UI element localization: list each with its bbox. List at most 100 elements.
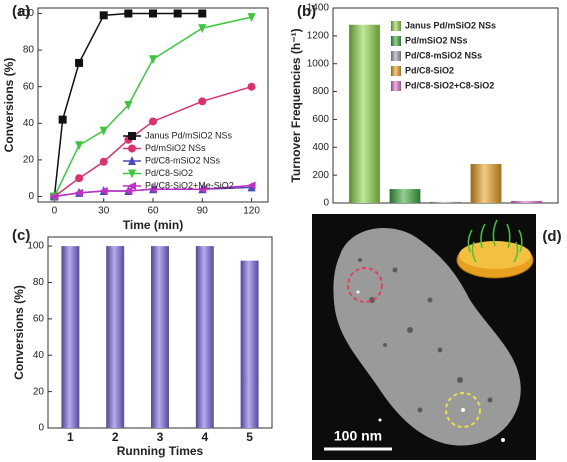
y-axis-title: Turnover Frequencies (h⁻¹) [289,28,303,182]
marker [99,126,108,136]
x-tick-label: 60 [147,206,159,217]
marker [149,117,157,126]
bar [389,189,421,203]
marker [49,192,59,201]
y-tick-label: 800 [312,86,329,97]
bar [195,246,214,428]
marker [75,174,84,183]
y-tick-label: 200 [312,170,329,181]
marker [124,9,133,18]
y-tick-label: 0 [38,423,44,434]
y-tick-label: 40 [33,350,45,361]
legend-label: Pd/C8-SiO2 [145,168,193,178]
inset-schematic [456,219,534,279]
marker [58,115,67,124]
panel-label: (a) [12,3,30,20]
legend-swatch [391,81,401,91]
legend-marker [127,182,136,190]
marker [173,9,182,18]
marker [75,141,84,151]
panel-label: (d) [542,228,561,245]
bar [106,246,125,428]
marker [99,11,108,20]
y-tick-label: 0 [28,191,34,202]
panel-label: (b) [297,3,316,20]
legend-label: Janus Pd/mSiO2 NSs [145,130,233,140]
legend-swatch [391,66,401,76]
y-tick-label: 1000 [307,58,330,69]
legend-label: Pd/mSiO2 NSs [405,35,468,45]
legend-label: Pd/C8-SiO2+Me-SiO2 [145,180,234,190]
marker [98,187,108,196]
legend-marker [128,144,136,153]
x-tick-label: 1 [67,430,74,444]
legend-marker [128,156,136,165]
bar [511,200,542,203]
legend-label: Pd/C8-SiO2 [405,65,454,75]
y-tick-label: 20 [33,386,45,397]
marker [247,13,256,23]
bar [61,246,80,428]
highlight-circle [445,392,481,428]
legend-marker [128,169,136,179]
y-tick-label: 0 [323,198,329,209]
legend-label: Pd/C8-mSiO2 NSs [145,155,221,165]
y-tick-label: 20 [23,155,35,166]
marker [149,55,157,65]
y-axis-title: Conversions (%) [12,285,26,380]
marker [246,181,256,190]
marker [74,188,84,197]
marker [197,185,207,194]
legend-label: Janus Pd/mSiO2 NSs [405,20,496,30]
y-axis-title: Conversions (%) [2,58,16,153]
marker [149,9,157,18]
legend-label: Pd/C8-mSiO2 NSs [405,50,482,60]
y-tick-label: 100 [17,8,34,19]
x-tick-label: 2 [112,430,119,444]
x-tick-label: 120 [243,206,260,217]
bar [349,24,380,204]
bar [430,201,461,203]
y-tick-label: 80 [33,277,45,288]
marker [123,187,133,196]
highlight-circle [347,267,383,303]
legend-swatch [391,51,401,61]
x-axis-title: Time (min) [123,218,183,232]
y-tick-label: 60 [33,313,45,324]
x-tick-label: 4 [201,430,208,444]
marker [148,185,157,194]
x-tick-label: 0 [52,206,58,217]
marker [198,97,207,106]
marker [124,101,133,110]
bar [151,246,169,428]
y-tick-label: 80 [23,45,35,56]
marker [247,82,256,91]
series-line [53,12,203,197]
x-axis-title: Running Times [117,444,204,458]
y-tick-label: 400 [312,142,329,153]
tem-image: 100 nm [312,214,536,460]
legend-label: Pd/C8-SiO2+C8-SiO2 [405,80,494,90]
legend-label: Pd/mSiO2 NSs [145,143,206,153]
legend-marker [128,132,136,140]
legend-swatch [391,36,401,46]
y-tick-label: 1400 [307,3,330,14]
marker [99,157,108,166]
marker [198,9,207,18]
bar [240,260,259,428]
nanoparticles [356,290,505,442]
panel-label: (c) [12,227,30,244]
legend-swatch [391,21,401,31]
marker [75,58,84,67]
y-tick-label: 40 [23,118,35,129]
scale-bar-label: 100 nm [334,428,382,444]
y-tick-label: 600 [312,114,329,125]
x-tick-label: 3 [157,430,164,444]
y-tick-label: 1200 [307,30,330,41]
bar [470,164,502,203]
particle [333,228,521,446]
x-tick-label: 30 [98,206,110,217]
y-tick-label: 60 [23,81,35,92]
marker [198,24,207,34]
